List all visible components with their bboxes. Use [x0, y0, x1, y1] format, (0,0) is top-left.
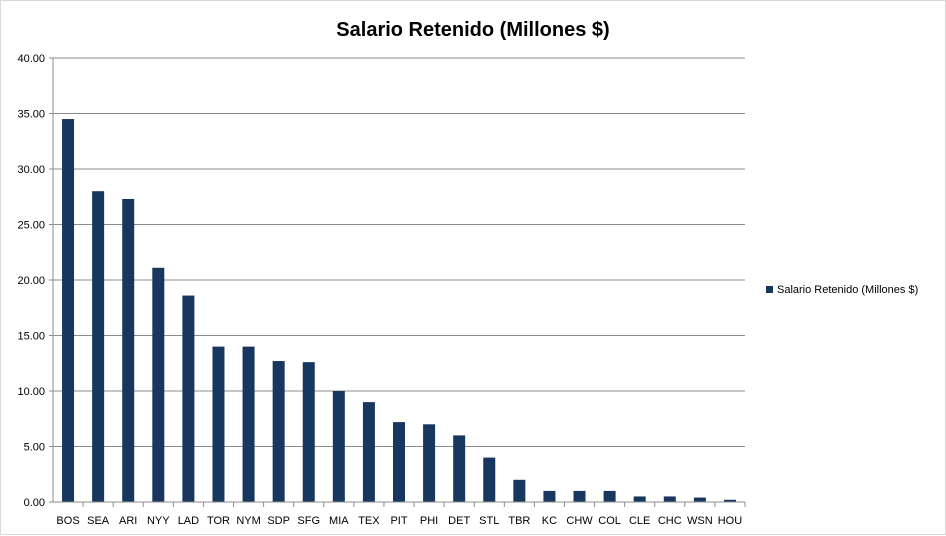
bar-mia — [332, 391, 345, 502]
y-tick-label: 0.00 — [24, 497, 45, 509]
x-tick-label: NYY — [147, 515, 170, 527]
x-tick-label: TOR — [207, 515, 230, 527]
x-tick-label: CHC — [658, 515, 682, 527]
x-axis-ticks: BOS SEA ARI NYY LAD TOR NYM SDP SFG MIA TEX PIT PHI D… — [56, 502, 746, 527]
x-tick-label: COL — [598, 515, 621, 527]
bar-hou — [723, 499, 736, 502]
bars — [62, 119, 736, 503]
x-tick-label: CHW — [566, 515, 593, 527]
bar-lad — [182, 295, 195, 502]
x-tick-label: STL — [479, 515, 499, 527]
x-tick-label: LAD — [178, 515, 199, 527]
x-tick-label: DET — [448, 515, 470, 527]
chart-title: Salario Retenido (Millones $) — [336, 19, 609, 41]
bar-wsn — [693, 497, 706, 502]
axes — [52, 58, 745, 503]
bar-ari — [122, 198, 135, 502]
x-tick-label: TBR — [508, 515, 530, 527]
legend-label: Salario Retenido (Millones $) — [777, 284, 918, 296]
bar-chw — [573, 490, 586, 502]
y-tick-label: 10.00 — [17, 386, 45, 398]
bar-stl — [483, 457, 496, 502]
bar-sdp — [272, 361, 285, 502]
bar-sfg — [302, 362, 315, 502]
x-tick-label: NYM — [236, 515, 260, 527]
y-tick-label: 40.00 — [17, 53, 45, 65]
y-tick-label: 25.00 — [17, 220, 45, 232]
x-tick-label: HOU — [718, 515, 743, 527]
bar-tex — [362, 402, 375, 502]
bar-bos — [62, 119, 75, 503]
y-tick-label: 15.00 — [17, 331, 45, 343]
x-tick-label: TEX — [358, 515, 380, 527]
y-tick-label: 5.00 — [24, 442, 45, 454]
x-tick-label: CLE — [629, 515, 650, 527]
bar-nyy — [152, 267, 165, 502]
bar-phi — [423, 424, 436, 502]
bar-det — [453, 435, 466, 502]
y-tick-label: 20.00 — [17, 275, 45, 287]
x-tick-label: PIT — [390, 515, 407, 527]
x-tick-label: WSN — [687, 515, 713, 527]
bar-nym — [242, 346, 255, 502]
bar-sea — [92, 191, 105, 502]
x-tick-label: KC — [542, 515, 557, 527]
x-tick-label: SDP — [267, 515, 290, 527]
x-tick-label: ARI — [119, 515, 137, 527]
x-tick-label: SFG — [297, 515, 320, 527]
bar-cle — [633, 496, 646, 502]
bar-chc — [663, 496, 676, 502]
x-tick-label: PHI — [420, 515, 438, 527]
y-axis-ticks: 0.00 5.00 10.00 15.00 20.00 25.00 30.00 35.00 40… — [17, 53, 53, 509]
bar-col — [603, 490, 616, 502]
bar-tbr — [513, 479, 526, 502]
x-tick-label: MIA — [329, 515, 349, 527]
bar-kc — [543, 490, 556, 502]
bar-tor — [212, 346, 225, 502]
legend-swatch — [766, 286, 773, 293]
y-tick-label: 30.00 — [17, 164, 45, 176]
x-tick-label: BOS — [56, 515, 79, 527]
grid-lines — [53, 57, 745, 503]
legend: Salario Retenido (Millones $) — [766, 284, 918, 296]
x-tick-label: SEA — [87, 515, 110, 527]
bar-pit — [393, 422, 405, 502]
y-tick-label: 35.00 — [17, 109, 45, 121]
